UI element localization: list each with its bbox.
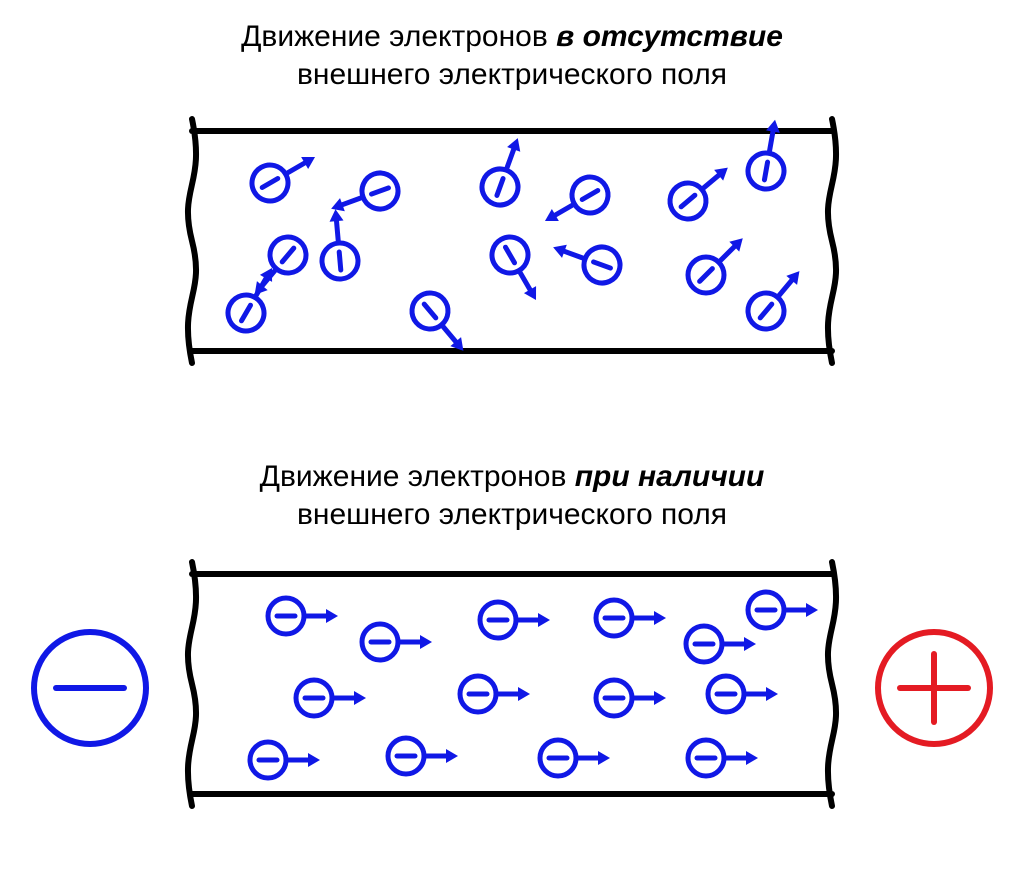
electron — [681, 226, 756, 301]
electron — [460, 676, 530, 712]
electron — [547, 230, 625, 288]
diagram-stage: Движение электронов в отсутствие внешнег… — [0, 0, 1024, 881]
title-with-field: Движение электронов при наличии внешнего… — [0, 458, 1024, 533]
electron — [250, 742, 320, 778]
electron — [268, 598, 338, 634]
title-no-field: Движение электронов в отсутствие внешнег… — [0, 18, 1024, 93]
electron — [748, 592, 818, 628]
electron — [596, 600, 666, 636]
electron — [745, 117, 793, 192]
electron — [477, 132, 535, 210]
electron — [485, 230, 551, 309]
electron — [688, 740, 758, 776]
electron — [388, 738, 458, 774]
diagram-with-field — [0, 558, 1024, 818]
electron — [741, 260, 814, 337]
electron — [708, 676, 778, 712]
title2-line2: внешнего электрического поля — [297, 498, 727, 531]
electron — [480, 602, 550, 638]
electron — [663, 154, 740, 227]
diagram-no-field — [0, 115, 1024, 375]
electron — [296, 680, 366, 716]
title1-prefix: Движение электронов — [241, 20, 556, 53]
title2-bold: при наличии — [575, 460, 765, 493]
electron — [362, 624, 432, 660]
electron — [245, 141, 324, 207]
electron — [536, 170, 615, 236]
minus-terminal-icon — [34, 632, 146, 744]
electron — [540, 740, 610, 776]
title2-prefix: Движение электронов — [260, 460, 575, 493]
electron — [686, 626, 756, 662]
title1-bold: в отсутствие — [556, 20, 783, 53]
electron — [596, 680, 666, 716]
electron — [318, 208, 360, 281]
plus-terminal-icon — [878, 632, 990, 744]
title1-line2: внешнего электрического поля — [297, 58, 727, 91]
